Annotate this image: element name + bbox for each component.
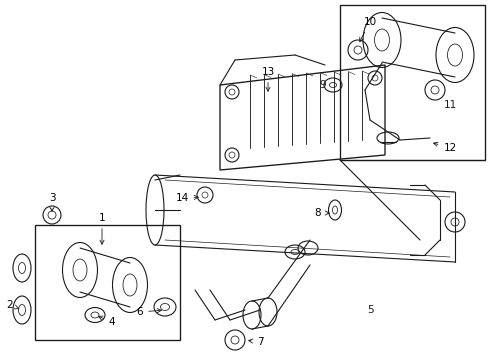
Text: 1: 1 [99, 213, 105, 244]
Bar [339, 5, 484, 160]
Text: 13: 13 [261, 67, 274, 91]
Text: 11: 11 [443, 100, 456, 110]
Text: 6: 6 [137, 307, 161, 317]
Text: 3: 3 [49, 193, 55, 211]
Text: 2: 2 [7, 300, 19, 310]
Text: 12: 12 [433, 142, 456, 153]
Text: 7: 7 [248, 337, 263, 347]
Bar [35, 225, 180, 340]
Text: 4: 4 [98, 316, 115, 327]
Text: 10: 10 [359, 17, 376, 42]
Text: 9: 9 [319, 80, 325, 90]
Text: 8: 8 [314, 208, 328, 218]
Text: 5: 5 [366, 305, 372, 315]
Text: 14: 14 [175, 193, 198, 203]
